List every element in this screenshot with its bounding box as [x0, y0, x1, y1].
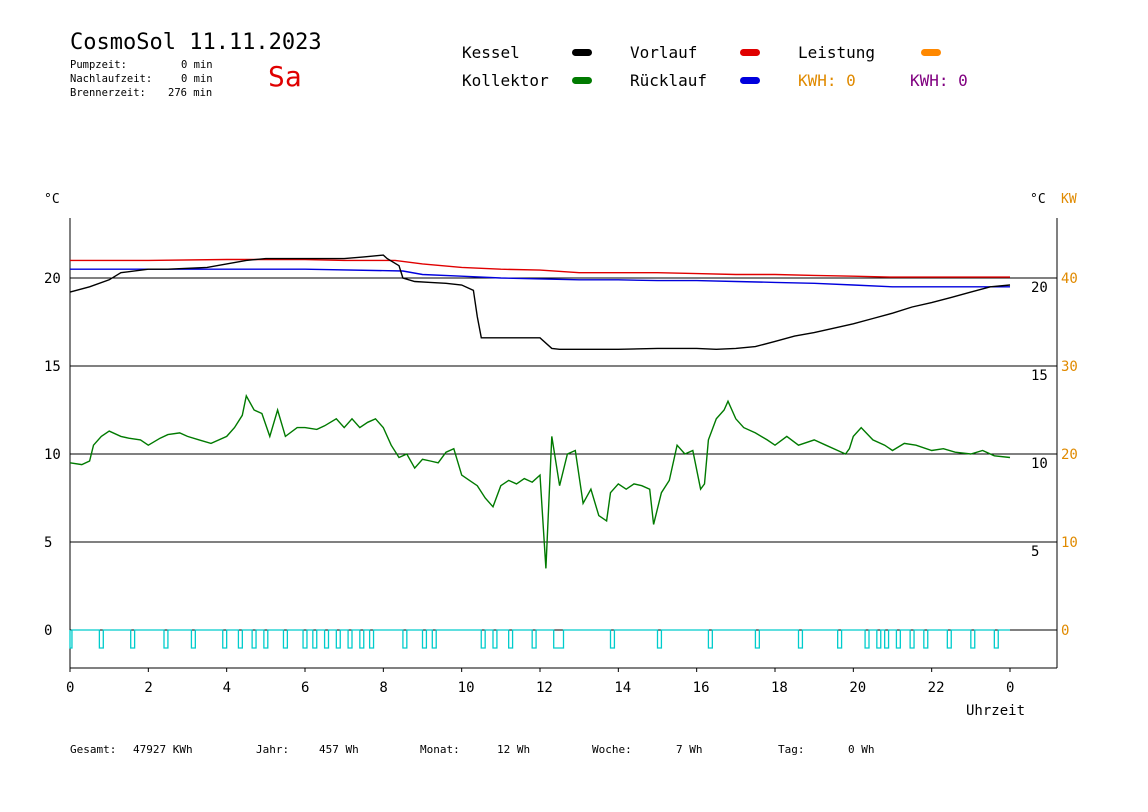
legend-vorlauf-swatch [740, 49, 760, 56]
x-tick-0: 0 [66, 680, 74, 696]
x-tick-5: 10 [458, 680, 475, 696]
footer-jahr-value: 457 Wh [319, 743, 359, 756]
footer-jahr-label: Jahr: [256, 743, 290, 756]
series-kessel [69, 254, 1011, 351]
weekday: Sa [268, 60, 302, 93]
legend-kessel-label: Kessel [462, 43, 520, 62]
y-tick-kw-40: 40 [1061, 271, 1078, 287]
y-tick-left-20: 20 [44, 271, 61, 287]
y-tick-kw-0: 0 [1061, 623, 1069, 639]
series-ruecklauf [70, 268, 1010, 288]
legend-kollektor-label: Kollektor [462, 71, 549, 90]
footer-tag-label: Tag: [778, 743, 805, 756]
brennerzeit-value: 276 min [168, 87, 213, 99]
legend-kollektor-swatch [572, 77, 592, 84]
x-tick-8: 16 [693, 680, 710, 696]
legend-kwh-leistung: KWH: 0 [798, 71, 856, 90]
y-tick-kw-10: 10 [1061, 535, 1078, 551]
legend-kwh-second: KWH: 0 [910, 71, 968, 90]
x-tick-10: 20 [849, 680, 866, 696]
x-tick-3: 6 [301, 680, 309, 696]
nachlaufzeit-label: Nachlaufzeit: [70, 73, 153, 85]
x-tick-1: 2 [144, 680, 152, 696]
footer-gesamt-value: 47927 KWh [133, 743, 193, 756]
y-axis-label-right: °C [1030, 192, 1046, 207]
footer-woche-label: Woche: [592, 743, 632, 756]
legend-kessel-swatch [572, 49, 592, 56]
footer-monat-value: 12 Wh [497, 743, 531, 756]
x-tick-4: 8 [379, 680, 387, 696]
y-tick-kw-30: 30 [1061, 359, 1078, 375]
footer-tag-value: 0 Wh [848, 743, 875, 756]
series-kollektor [69, 393, 1011, 569]
pumpzeit-value: 0 min [181, 59, 213, 71]
series-pump [69, 629, 1010, 649]
x-tick-6: 12 [536, 680, 553, 696]
y-tick-kw-20: 20 [1061, 447, 1078, 463]
y-tick-right-5: 5 [1031, 544, 1039, 560]
legend-vorlauf-label: Vorlauf [630, 43, 698, 62]
legend-leistung-swatch [921, 49, 941, 56]
series-vorlauf [70, 258, 1010, 278]
page-title: CosmoSol 11.11.2023 [70, 30, 322, 55]
x-tick-12: 0 [1006, 680, 1014, 696]
footer-gesamt-label: Gesamt: [70, 743, 117, 756]
y-tick-right-20: 20 [1031, 280, 1048, 296]
y-tick-right-15: 15 [1031, 368, 1048, 384]
x-tick-9: 18 [771, 680, 788, 696]
x-tick-11: 22 [928, 680, 945, 696]
y-tick-left-0: 0 [44, 623, 52, 639]
legend-ruecklauf-swatch [740, 77, 760, 84]
legend-leistung-label: Leistung [798, 43, 876, 62]
footer-monat-label: Monat: [420, 743, 460, 756]
x-tick-2: 4 [223, 680, 231, 696]
pumpzeit-label: Pumpzeit: [70, 59, 127, 71]
y-tick-left-15: 15 [44, 359, 61, 375]
x-tick-7: 14 [614, 680, 631, 696]
legend-ruecklauf-label: Rücklauf [630, 71, 708, 90]
x-axis-label: Uhrzeit [966, 703, 1025, 719]
footer-woche-value: 7 Wh [676, 743, 703, 756]
y-tick-left-10: 10 [44, 447, 61, 463]
y-tick-right-10: 10 [1031, 456, 1048, 472]
y-tick-left-5: 5 [44, 535, 52, 551]
brennerzeit-label: Brennerzeit: [70, 87, 146, 99]
y-axis-label-left: °C [44, 192, 60, 207]
nachlaufzeit-value: 0 min [181, 73, 213, 85]
y-axis-label-kw: KW [1061, 192, 1077, 207]
